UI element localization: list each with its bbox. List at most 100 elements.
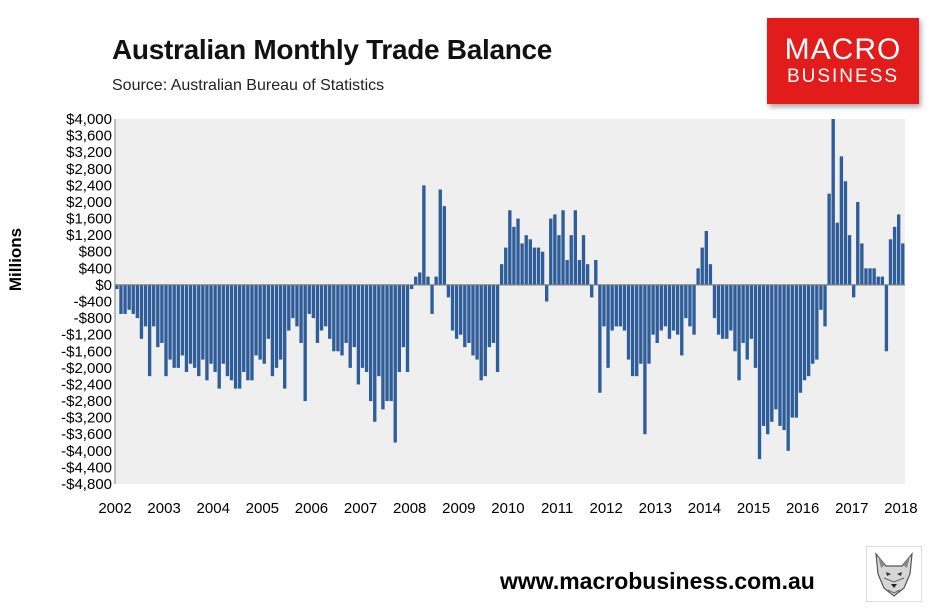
bar — [160, 284, 164, 343]
bar — [471, 284, 475, 356]
bar — [655, 284, 659, 343]
y-tick-label: -$1,200 — [61, 327, 112, 344]
bar — [733, 284, 737, 352]
bar — [217, 284, 221, 389]
bar — [778, 284, 782, 426]
bar — [532, 247, 537, 285]
bar — [487, 284, 492, 348]
y-tick-label: $800 — [79, 244, 112, 261]
bar — [716, 284, 721, 335]
x-tick-label: 2018 — [884, 500, 917, 517]
bar — [725, 284, 729, 339]
bar — [770, 284, 774, 422]
bar — [201, 284, 205, 360]
bar — [827, 193, 831, 285]
bar — [152, 284, 156, 327]
y-tick-label: $0 — [95, 277, 112, 294]
bar — [602, 284, 606, 327]
bar — [790, 284, 794, 418]
bar — [418, 272, 422, 285]
bar — [516, 218, 520, 285]
bar — [254, 284, 258, 356]
bar — [147, 284, 152, 377]
bar — [180, 284, 185, 356]
bar — [590, 284, 594, 298]
bar — [483, 284, 487, 377]
bar — [233, 284, 238, 389]
bar — [761, 284, 766, 426]
bar — [364, 284, 369, 373]
bar — [197, 284, 201, 377]
bar — [278, 284, 283, 360]
bar — [884, 284, 889, 352]
y-tick-label: $2,800 — [66, 161, 112, 178]
bar — [680, 284, 684, 356]
bar — [344, 284, 348, 343]
bar — [283, 284, 287, 389]
bar — [774, 284, 778, 410]
bar — [156, 284, 160, 348]
bar — [766, 284, 770, 435]
bar — [238, 284, 242, 389]
y-tick-label: $3,600 — [66, 128, 112, 145]
bar — [115, 284, 119, 290]
bar — [540, 251, 545, 285]
bar — [741, 284, 745, 343]
y-tick-label: -$2,800 — [61, 393, 112, 410]
bar — [782, 284, 786, 431]
bar — [745, 284, 749, 360]
bar — [135, 284, 140, 319]
bar — [385, 284, 389, 402]
bar — [512, 226, 516, 285]
x-tick-label: 2006 — [295, 500, 328, 517]
y-tick-label: -$3,200 — [61, 410, 112, 427]
chart-title: Australian Monthly Trade Balance — [112, 34, 553, 65]
bar — [127, 284, 131, 310]
bar — [549, 218, 553, 285]
bar — [332, 284, 336, 352]
bar — [696, 268, 700, 285]
bar — [504, 247, 508, 285]
bar — [274, 284, 279, 368]
bar — [323, 284, 328, 327]
chart-source: Source: Australian Bureau of Statistics — [112, 77, 385, 94]
bar — [622, 284, 627, 331]
wolf-mascot-icon — [866, 546, 922, 602]
bar — [659, 284, 663, 331]
bar — [704, 230, 708, 285]
bar — [164, 284, 168, 377]
bar — [847, 235, 852, 285]
bar — [287, 284, 291, 331]
bar — [880, 276, 884, 285]
macrobusiness-logo: MACRO BUSINESS — [767, 18, 919, 104]
bar — [598, 284, 602, 393]
bar — [368, 284, 373, 402]
bar — [811, 284, 815, 364]
y-tick-label: $3,200 — [66, 144, 112, 161]
bar — [757, 284, 762, 460]
bar — [839, 156, 844, 285]
bar — [450, 284, 455, 331]
bar — [802, 284, 807, 381]
bar — [843, 181, 848, 285]
bar — [422, 185, 426, 285]
bar — [684, 284, 688, 319]
bar — [557, 235, 561, 285]
bar — [520, 243, 524, 285]
y-tick-label: -$4,000 — [61, 443, 112, 460]
bar — [737, 284, 741, 381]
bar — [328, 284, 332, 339]
bar — [258, 284, 262, 360]
bar — [184, 284, 189, 373]
bar — [270, 284, 275, 377]
x-tick-label: 2017 — [835, 500, 868, 517]
bar — [340, 284, 344, 356]
bar — [864, 268, 868, 285]
bar — [851, 284, 856, 298]
bar — [426, 276, 430, 285]
bar — [414, 276, 418, 285]
y-tick-label: -$1,600 — [61, 343, 112, 360]
bar — [389, 284, 393, 402]
bar — [119, 284, 123, 314]
bar — [606, 284, 610, 368]
